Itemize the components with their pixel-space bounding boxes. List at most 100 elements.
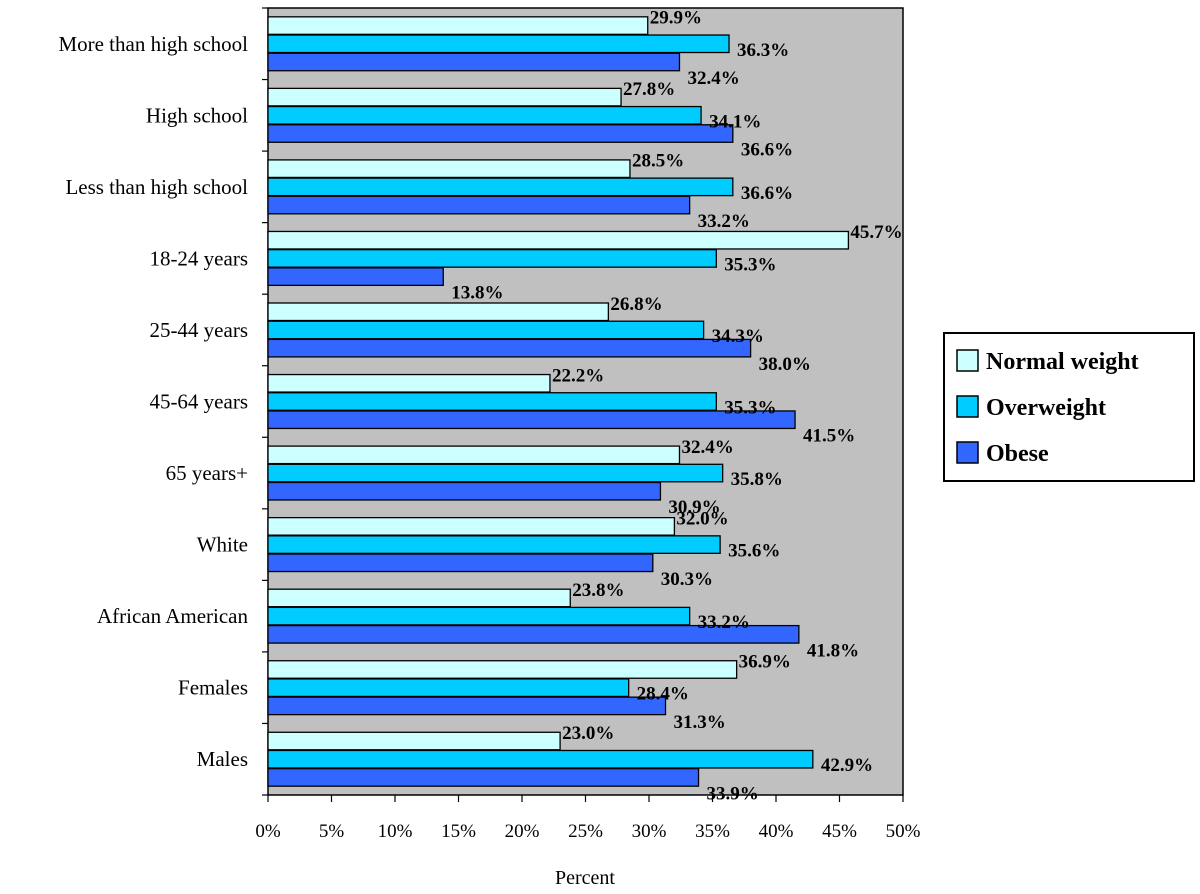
bar	[267, 696, 667, 716]
x-tick-label: 20%	[505, 821, 540, 842]
category-label: Females	[178, 676, 248, 700]
value-label: 13.8%	[451, 283, 503, 304]
category-label: 65 years+	[166, 461, 248, 485]
value-label: 33.2%	[698, 211, 750, 232]
bar	[267, 731, 561, 751]
category-label: White	[197, 533, 248, 557]
bar	[267, 302, 610, 322]
category-label: 18-24 years	[149, 246, 248, 270]
value-label: 36.6%	[741, 183, 793, 204]
value-label: 30.9%	[668, 497, 720, 518]
value-label: 30.3%	[661, 569, 713, 590]
bar	[267, 177, 734, 197]
bar	[267, 678, 630, 698]
category-label: High school	[146, 103, 248, 127]
bar	[267, 338, 752, 358]
bar	[267, 535, 721, 554]
value-label: 34.1%	[709, 111, 761, 132]
value-label: 36.6%	[741, 140, 793, 161]
value-label: 35.3%	[724, 254, 776, 275]
bar	[267, 105, 702, 125]
value-label: 29.9%	[650, 8, 702, 29]
value-label: 22.2%	[552, 365, 604, 386]
x-tick-label: 35%	[695, 821, 730, 842]
value-label: 34.3%	[712, 326, 764, 347]
bar	[267, 159, 631, 179]
legend-swatch	[956, 349, 979, 372]
x-tick-label: 40%	[759, 821, 794, 842]
value-label: 45.7%	[850, 222, 902, 243]
bar	[267, 52, 681, 72]
x-tick-label: 15%	[441, 821, 476, 842]
category-label: 25-44 years	[149, 318, 248, 342]
category-label: Males	[197, 747, 248, 771]
legend-swatch	[956, 395, 979, 418]
bar	[267, 553, 654, 573]
category-label: 45-64 years	[149, 390, 248, 414]
value-label: 38.0%	[759, 354, 811, 375]
value-label: 28.4%	[637, 684, 689, 705]
bar	[267, 124, 734, 143]
legend-box	[943, 332, 1195, 482]
bar	[267, 410, 796, 430]
value-label: 35.6%	[728, 541, 780, 562]
category-label: More than high school	[58, 32, 248, 56]
value-label: 32.4%	[687, 68, 739, 89]
legend: Normal weight Overweight Obese	[943, 332, 1195, 482]
value-label: 26.8%	[610, 294, 662, 315]
value-label: 33.9%	[707, 783, 759, 804]
value-label: 33.2%	[698, 612, 750, 633]
bar	[267, 373, 551, 393]
value-label: 36.9%	[739, 651, 791, 672]
bar	[267, 606, 691, 626]
category-label: African American	[97, 604, 249, 628]
bar	[267, 588, 571, 608]
value-label: 42.9%	[821, 755, 873, 776]
bar	[267, 87, 622, 107]
value-label: 28.5%	[632, 151, 684, 172]
bar	[267, 320, 705, 340]
bar	[267, 660, 738, 679]
legend-label: Normal weight	[986, 349, 1139, 375]
bar	[267, 749, 814, 769]
bar	[267, 481, 662, 501]
bar	[267, 34, 730, 54]
x-tick-label: 0%	[255, 821, 281, 842]
plot-area	[262, 7, 904, 802]
legend-label: Overweight	[986, 395, 1106, 421]
legend-label: Obese	[986, 441, 1049, 467]
value-label: 27.8%	[623, 79, 675, 100]
bar	[267, 249, 717, 268]
value-label: 23.8%	[572, 580, 624, 601]
value-label: 35.3%	[724, 398, 776, 419]
bar	[267, 230, 850, 250]
bar	[267, 445, 681, 465]
bar	[267, 516, 676, 536]
x-tick-label: 50%	[886, 821, 921, 842]
bar	[267, 624, 800, 644]
bar	[267, 392, 717, 411]
x-tick-label: 25%	[568, 821, 603, 842]
x-tick-label: 5%	[319, 821, 345, 842]
bar	[267, 768, 700, 787]
bar	[267, 16, 649, 35]
x-tick-label: 10%	[378, 821, 413, 842]
value-label: 35.8%	[731, 469, 783, 490]
value-label: 31.3%	[674, 712, 726, 733]
value-label: 32.0%	[676, 508, 728, 529]
value-label: 41.5%	[803, 426, 855, 447]
bar	[267, 267, 444, 287]
value-label: 23.0%	[562, 723, 614, 744]
labels: 0% 5% 10% 15% 20% 25% 30% 35% 40% 45% 50% More than…	[58, 8, 920, 889]
value-label: 32.4%	[681, 437, 733, 458]
legend-swatch	[956, 441, 979, 464]
x-tick-label: 30%	[632, 821, 667, 842]
bar	[267, 463, 724, 483]
value-label: 36.3%	[737, 40, 789, 61]
bar	[267, 195, 691, 215]
category-label: Less than high school	[65, 175, 248, 199]
x-axis-title: Percent	[555, 867, 615, 889]
value-label: 41.8%	[807, 640, 859, 661]
x-tick-label: 45%	[822, 821, 857, 842]
